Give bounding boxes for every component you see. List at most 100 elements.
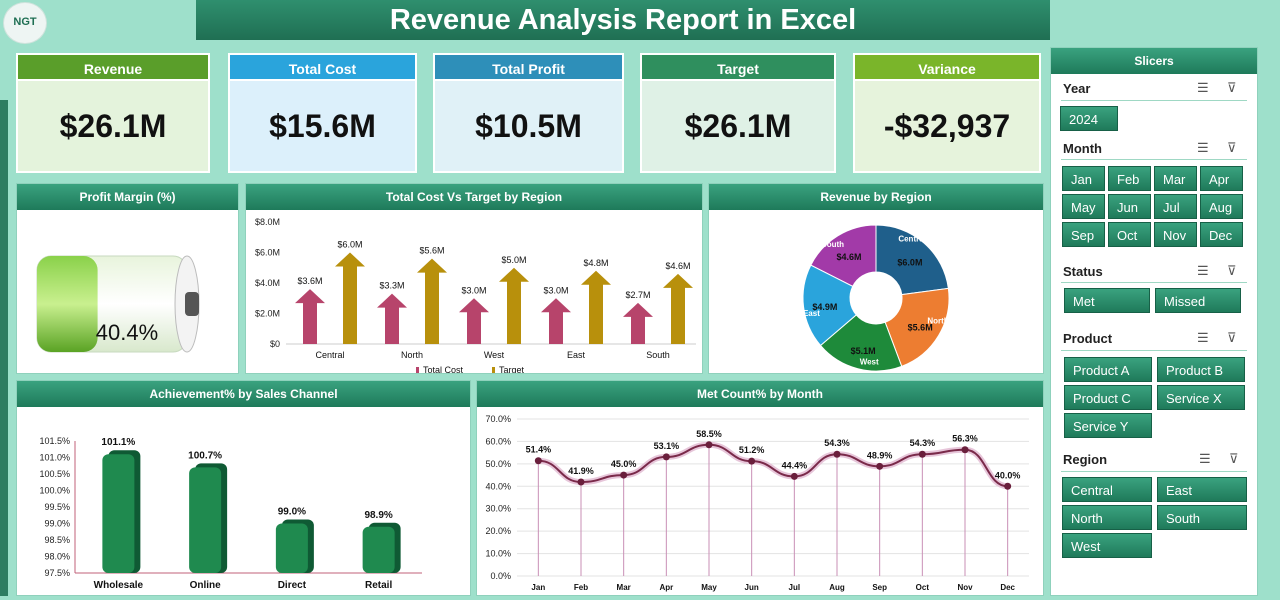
x-tick-label: Apr [659,583,673,592]
x-tick-label: East [567,350,586,360]
slicer-month-title: Month [1063,141,1102,156]
y-tick-label: 101.0% [39,453,70,463]
clear-filter-icon[interactable]: ⊽ [1227,140,1237,155]
slicer-year-2024[interactable]: 2024 [1060,106,1118,131]
y-tick-label: $6.0M [255,248,280,258]
data-label: 41.9% [568,466,594,476]
slice-value-label: $6.0M [897,257,922,267]
y-tick-label: 0.0% [490,571,511,581]
revenue-donut-chart: Central $6.0M North$5.6M West $5.1M East$4.9M… [802,224,950,372]
slicer-month-feb[interactable]: Feb [1108,166,1151,191]
clear-filter-icon[interactable]: ⊽ [1227,80,1237,95]
slicer-region-north[interactable]: North [1062,505,1152,530]
cost-vs-target-chart: $0 $2.0M $4.0M $6.0M $8.0M $3.6M $6.0M Central $… [255,217,696,375]
slicer-status-title: Status [1063,264,1103,279]
y-tick-label: 10.0% [485,549,511,559]
achievement-panel: Achievement% by Sales Channel 97.5% 98.0%… [16,380,471,596]
bar-total-cost [541,298,571,344]
data-label: $5.0M [501,255,526,265]
slicer-year-title: Year [1063,81,1091,96]
data-label: $5.6M [419,246,444,256]
slicer-month-apr[interactable]: Apr [1200,166,1243,191]
y-tick-label: 98.5% [44,535,70,545]
multi-select-icon[interactable]: ☰ [1197,263,1209,278]
data-label: 51.2% [739,445,765,455]
slicer-region-west[interactable]: West [1062,533,1152,558]
y-tick-label: 97.5% [44,568,70,578]
y-tick-label: $2.0M [255,309,280,319]
data-point [790,472,798,480]
x-tick-label: Jan [531,583,545,592]
slice-name-label: Central [898,235,926,244]
slicer-status-met[interactable]: Met [1064,288,1150,313]
data-label: $3.3M [379,281,404,291]
multi-select-icon[interactable]: ☰ [1197,80,1209,95]
y-tick-label: 50.0% [485,459,511,469]
achievement-chart: 97.5% 98.0% 98.5% 99.0% 99.5% 100.0% 100.5% 101… [39,436,422,591]
x-tick-label: Online [190,580,222,591]
slicer-region-east[interactable]: East [1157,477,1247,502]
y-tick-label: 98.0% [44,552,70,562]
slicer-month-dec[interactable]: Dec [1200,222,1243,247]
data-label: 99.0% [278,507,306,518]
slicer-month-sep[interactable]: Sep [1062,222,1105,247]
multi-select-icon[interactable]: ☰ [1199,451,1211,466]
slicer-month-mar[interactable]: Mar [1154,166,1197,191]
panel-title: Met Count% by Month [477,381,1043,407]
legend-label: Target [499,365,525,373]
clear-filter-icon[interactable]: ⊽ [1227,330,1237,345]
achievement-bar [275,523,308,573]
slicer-service-y[interactable]: Service Y [1064,413,1152,438]
slicer-month-aug[interactable]: Aug [1200,194,1243,219]
slicer-month-oct[interactable]: Oct [1108,222,1151,247]
x-tick-label: Oct [916,583,930,592]
multi-select-icon[interactable]: ☰ [1197,330,1209,345]
data-label: 54.3% [910,438,936,448]
slicer-service-x[interactable]: Service X [1157,385,1245,410]
data-label: $3.0M [461,285,486,295]
slicer-product-b[interactable]: Product B [1157,357,1245,382]
clear-filter-icon[interactable]: ⊽ [1229,451,1239,466]
x-tick-label: Jul [789,583,801,592]
slicer-region-south[interactable]: South [1157,505,1247,530]
slicer-month-jan[interactable]: Jan [1062,166,1105,191]
data-point [705,441,713,449]
kpi-card-revenue: Revenue $26.1M [16,53,210,173]
slicer-month-jun[interactable]: Jun [1108,194,1151,219]
data-label: 45.0% [611,459,637,469]
y-tick-label: 40.0% [485,481,511,491]
slicer-month-may[interactable]: May [1062,194,1105,219]
data-label: 101.1% [101,437,135,448]
x-tick-label: Aug [829,583,845,592]
revenue-by-region-panel: Revenue by Region Central $6.0M North $5.6M… [708,183,1044,374]
clear-filter-icon[interactable]: ⊽ [1227,263,1237,278]
y-tick-label: 99.5% [44,502,70,512]
bar-target [499,267,529,344]
x-tick-label: Retail [365,580,392,591]
slicer-region-central[interactable]: Central [1062,477,1152,502]
slicer-product-a[interactable]: Product A [1064,357,1152,382]
bar-target [581,270,611,344]
y-tick-label: $8.0M [255,217,280,227]
multi-select-icon[interactable]: ☰ [1197,140,1209,155]
data-label: 48.9% [867,450,893,460]
slice-name-label: East [803,309,820,318]
achievement-bar [102,454,135,573]
x-tick-label: Wholesale [94,580,144,591]
bar-total-cost [459,298,489,344]
x-tick-label: Central [315,350,344,360]
slicer-status-missed[interactable]: Missed [1155,288,1241,313]
slice-value-label: $4.9M [812,302,837,312]
line-glow [538,441,1009,490]
kpi-value: -$32,937 [853,81,1041,173]
kpi-card-total-profit: Total Profit $10.5M [433,53,624,173]
data-label: 58.5% [696,429,722,439]
slicer-month-jul[interactable]: Jul [1154,194,1197,219]
data-point [748,457,756,465]
slicer-month-nov[interactable]: Nov [1154,222,1197,247]
x-tick-label: Feb [574,583,588,592]
x-tick-label: North [401,350,423,360]
data-point [577,478,585,486]
kpi-card-variance: Variance -$32,937 [853,53,1041,173]
slicer-product-c[interactable]: Product C [1064,385,1152,410]
